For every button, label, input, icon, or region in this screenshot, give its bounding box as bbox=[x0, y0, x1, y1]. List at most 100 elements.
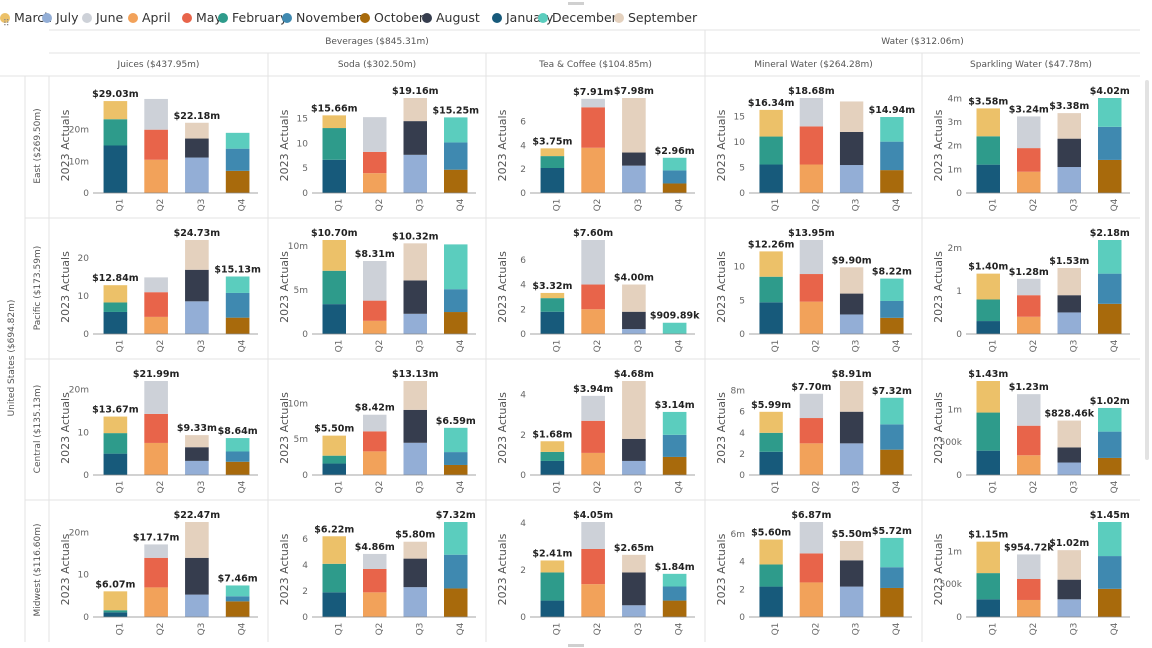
legend-item-december[interactable]: December bbox=[538, 10, 617, 25]
bar-segment bbox=[185, 157, 209, 193]
x-tick-label: Q2 bbox=[156, 199, 166, 212]
x-tick-label: Q2 bbox=[375, 199, 385, 212]
legend-item-february[interactable]: February bbox=[218, 10, 287, 25]
bar-total-label: $9.33m bbox=[177, 423, 217, 434]
vertical-scrollbar[interactable] bbox=[1145, 80, 1149, 460]
bar-segment bbox=[1017, 394, 1041, 426]
column-header: Sparkling Water ($47.78m) bbox=[970, 60, 1092, 70]
bar-segment bbox=[363, 431, 387, 452]
bar-segment bbox=[799, 393, 824, 419]
bar-segment bbox=[880, 397, 904, 425]
bar-segment bbox=[1098, 273, 1122, 304]
x-tick-label: Q3 bbox=[197, 340, 207, 353]
grip-icon[interactable]: ⠿ bbox=[3, 19, 10, 29]
y-tick-label: 10 bbox=[78, 292, 90, 302]
x-tick-label: Q1 bbox=[988, 623, 998, 636]
y-axis-title: 2023 Actuals bbox=[715, 533, 728, 605]
x-tick-label: Q3 bbox=[197, 481, 207, 494]
legend-item-june[interactable]: June bbox=[82, 10, 123, 25]
bar-segment bbox=[880, 424, 904, 450]
bar-segment bbox=[759, 164, 783, 193]
legend-item-october[interactable]: October bbox=[360, 10, 424, 25]
x-tick-label: Q4 bbox=[1110, 198, 1120, 211]
legend-dot bbox=[282, 12, 292, 23]
legend-item-september[interactable]: September bbox=[614, 10, 697, 25]
x-tick-label: Q1 bbox=[115, 199, 125, 212]
bar-segment bbox=[540, 451, 565, 461]
legend-item-november[interactable]: November bbox=[282, 10, 361, 25]
bar-segment bbox=[403, 243, 427, 281]
x-tick-label: Q2 bbox=[811, 623, 821, 636]
bar-segment bbox=[225, 170, 250, 193]
bar-total-label: $3.24m bbox=[1009, 104, 1049, 115]
x-tick-label: Q1 bbox=[988, 199, 998, 212]
bar-total-label: $5.99m bbox=[751, 400, 791, 411]
bar-segment bbox=[144, 316, 168, 334]
y-tick-label: 1m bbox=[948, 165, 963, 175]
y-axis-title: 2023 Actuals bbox=[59, 533, 72, 605]
y-tick-label: 1m bbox=[948, 547, 963, 557]
bar-segment bbox=[1098, 98, 1122, 127]
x-tick-label: Q1 bbox=[115, 340, 125, 353]
x-tick-label: Q3 bbox=[1069, 481, 1079, 494]
bar-total-label: $4.68m bbox=[614, 369, 654, 380]
x-tick-label: Q3 bbox=[1069, 340, 1079, 353]
y-tick-label: 2 bbox=[739, 450, 745, 460]
bar-segment bbox=[444, 427, 468, 453]
bar-total-label: $14.94m bbox=[869, 105, 916, 116]
bar-segment bbox=[363, 117, 387, 152]
bar-segment bbox=[662, 600, 687, 617]
y-tick-label: 0 bbox=[520, 330, 526, 340]
legend-item-april[interactable]: April bbox=[128, 10, 171, 25]
y-tick-label: 6 bbox=[520, 256, 526, 266]
x-tick-label: Q2 bbox=[1029, 481, 1039, 494]
top-resize-handle[interactable] bbox=[568, 2, 584, 5]
y-tick-label: 0 bbox=[956, 189, 962, 199]
bar-segment bbox=[185, 460, 209, 475]
bar-segment bbox=[622, 311, 646, 330]
bar-segment bbox=[322, 435, 346, 456]
y-tick-label: 5 bbox=[739, 296, 745, 306]
bar-total-label: $6.59m bbox=[436, 416, 476, 427]
bottom-resize-handle[interactable] bbox=[568, 644, 584, 647]
x-tick-label: Q2 bbox=[811, 199, 821, 212]
x-tick-label: Q1 bbox=[334, 481, 344, 494]
bar-total-label: $13.67m bbox=[92, 405, 139, 416]
bar-segment bbox=[144, 381, 168, 414]
legend-item-july[interactable]: July bbox=[42, 10, 78, 25]
legend-label: June bbox=[96, 10, 124, 25]
y-tick-label: 20m bbox=[69, 386, 89, 396]
bar-segment bbox=[976, 599, 1000, 617]
column-header: Juices ($437.95m) bbox=[117, 60, 200, 70]
bar-segment bbox=[622, 554, 646, 573]
x-tick-label: Q1 bbox=[771, 481, 781, 494]
bar-segment bbox=[880, 278, 904, 301]
y-tick-label: 2 bbox=[520, 165, 526, 175]
bar-segment bbox=[444, 117, 468, 143]
bar-segment bbox=[799, 98, 824, 127]
x-tick-label: Q2 bbox=[156, 623, 166, 636]
bar-segment bbox=[225, 317, 250, 334]
bar-segment bbox=[444, 588, 468, 617]
bar-total-label: $1.23m bbox=[1009, 382, 1049, 393]
bar-total-label: $18.68m bbox=[788, 86, 835, 97]
bar-segment bbox=[1098, 588, 1122, 617]
legend-item-may[interactable]: May bbox=[182, 10, 222, 25]
bar-segment bbox=[225, 596, 250, 602]
legend-item-august[interactable]: August bbox=[422, 10, 480, 25]
x-tick-label: Q3 bbox=[852, 481, 862, 494]
bar-segment bbox=[622, 329, 646, 334]
bar-segment bbox=[103, 311, 128, 334]
bar-segment bbox=[759, 251, 783, 277]
bar-total-label: $12.26m bbox=[748, 239, 795, 250]
bar-total-label: $7.32m bbox=[872, 386, 912, 397]
bar-segment bbox=[880, 449, 904, 475]
bar-segment bbox=[622, 98, 646, 153]
y-tick-label: 10m bbox=[69, 157, 89, 167]
legend-dot bbox=[422, 12, 432, 23]
bar-segment bbox=[1057, 295, 1081, 313]
bar-segment bbox=[363, 592, 387, 617]
bar-segment bbox=[976, 299, 1000, 322]
bar-segment bbox=[880, 587, 904, 617]
bar-segment bbox=[1057, 550, 1081, 580]
